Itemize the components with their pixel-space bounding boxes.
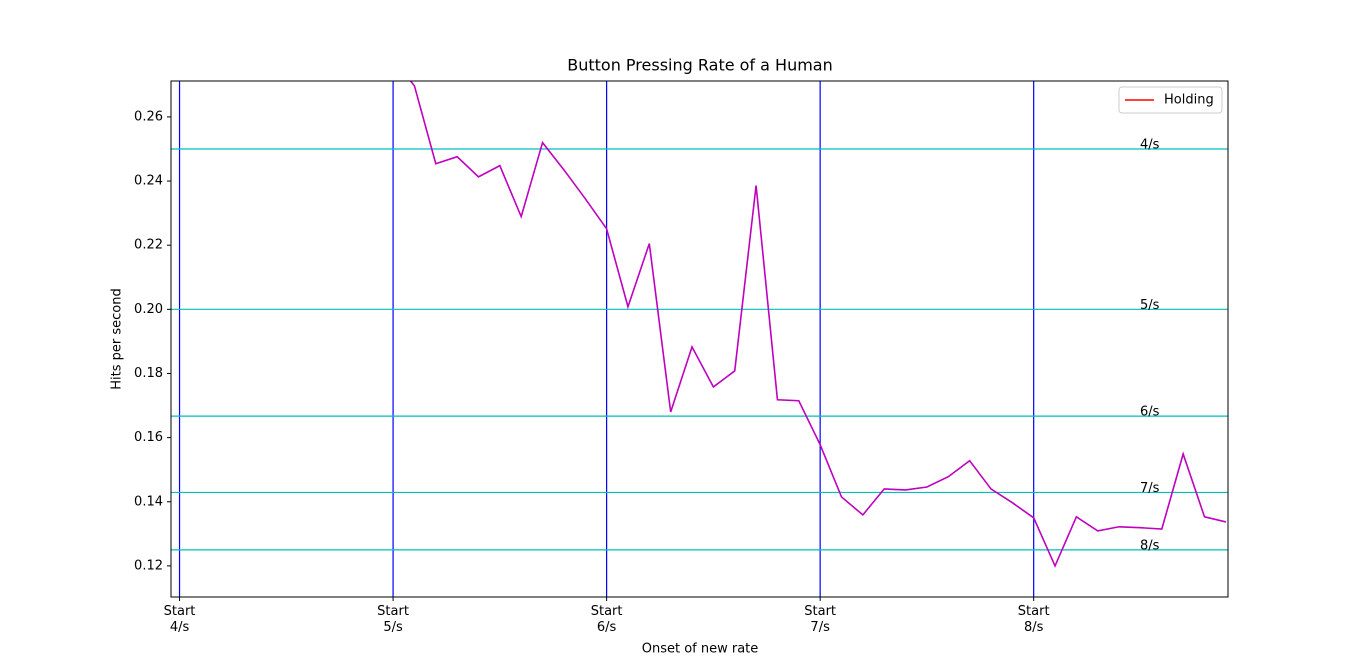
data-line	[409, 81, 1227, 568]
reference-label: 7/s	[1140, 481, 1160, 496]
reference-label: 4/s	[1140, 137, 1160, 152]
y-tick-label: 0.20	[134, 302, 163, 317]
x-tick-label: Start 5/s	[377, 604, 409, 635]
y-tick-label: 0.26	[134, 109, 163, 124]
x-axis-label: Onset of new rate	[642, 642, 759, 657]
x-tick-label: Start 4/s	[163, 604, 196, 635]
reference-label: 6/s	[1140, 405, 1160, 420]
chart-title: Button Pressing Rate of a Human	[567, 56, 833, 75]
legend-box	[1118, 86, 1223, 114]
y-tick-label: 0.14	[134, 494, 163, 509]
y-tick-label: 0.16	[134, 430, 163, 445]
y-axis-label: Hits per second	[110, 288, 125, 389]
y-tick-label: 0.22	[134, 238, 163, 253]
x-tick-label: Start 6/s	[590, 604, 623, 635]
x-tick-label: Start 8/s	[1017, 604, 1050, 635]
plot-frame	[170, 80, 1229, 598]
y-tick-label: 0.12	[134, 558, 163, 573]
reference-label: 8/s	[1140, 538, 1160, 553]
x-tick-label: Start 7/s	[804, 604, 837, 635]
reference-label: 5/s	[1140, 298, 1160, 313]
y-tick-label: 0.24	[134, 174, 163, 189]
legend: Holding	[1118, 86, 1223, 114]
legend-label: Holding	[1164, 93, 1214, 108]
y-tick-label: 0.18	[134, 366, 163, 381]
